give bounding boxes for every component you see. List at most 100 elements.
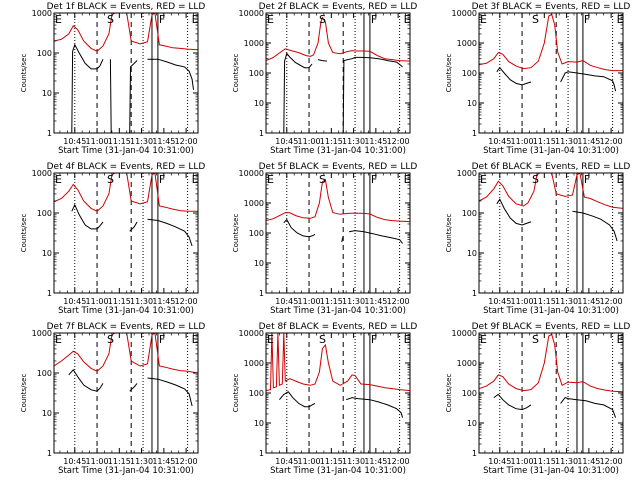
y-tick-label: 1 xyxy=(47,129,52,138)
region-marker: E xyxy=(480,173,487,186)
region-marker: S xyxy=(532,13,539,26)
y-tick-label: 1000 xyxy=(244,199,264,208)
events-line-4 xyxy=(342,56,403,133)
x-tick-label: 11:30 xyxy=(342,457,365,466)
y-tick-label: 1 xyxy=(259,129,264,138)
x-tick-label: 11:45 xyxy=(152,297,175,306)
x-tick-label: 11:15 xyxy=(108,457,131,466)
x-tick-label: 12:00 xyxy=(175,457,198,466)
events-line-3 xyxy=(109,59,112,133)
region-marker: E xyxy=(55,13,62,26)
lld-line-1 xyxy=(54,333,198,374)
y-tick-label: 100 xyxy=(37,369,52,378)
y-axis-label: Counts/sec xyxy=(20,54,28,93)
y-tick-label: 100 xyxy=(249,229,264,238)
x-tick-label: 11:45 xyxy=(577,297,600,306)
panel-title: Det 7f BLACK = Events, RED = LLD xyxy=(47,322,206,332)
x-tick-label: 10:45 xyxy=(488,297,511,306)
events-line-3 xyxy=(560,71,617,92)
events-line-2 xyxy=(496,198,532,226)
y-axis-label: Counts/sec xyxy=(232,54,240,93)
y-tick-label: 1000 xyxy=(457,39,477,48)
y-tick-label: 1 xyxy=(472,129,477,138)
x-axis-label: Start Time (31-Jan-04 10:31:00) xyxy=(58,146,194,156)
y-tick-label: 10000 xyxy=(239,329,264,338)
y-tick-label: 10000 xyxy=(452,9,477,18)
x-tick-label: 11:15 xyxy=(320,297,343,306)
x-tick-label: 10:45 xyxy=(275,457,298,466)
panel-title: Det 5f BLACK = Events, RED = LLD xyxy=(259,162,418,172)
x-tick-label: 11:30 xyxy=(342,137,365,146)
region-marker: F xyxy=(371,333,377,346)
x-tick-label: 10:45 xyxy=(63,457,86,466)
region-marker: E xyxy=(480,13,487,26)
y-tick-label: 1 xyxy=(259,449,264,458)
region-marker: F xyxy=(371,13,377,26)
region-marker: E xyxy=(404,333,411,346)
panel-title: Det 9f BLACK = Events, RED = LLD xyxy=(472,322,631,332)
panel-title: Det 3f BLACK = Events, RED = LLD xyxy=(472,2,631,12)
x-tick-label: 12:00 xyxy=(387,457,410,466)
x-axis-label: Start Time (31-Jan-04 10:31:00) xyxy=(270,306,406,316)
x-axis-label: Start Time (31-Jan-04 10:31:00) xyxy=(483,306,619,316)
y-tick-label: 10 xyxy=(467,249,477,258)
region-marker: E xyxy=(404,13,411,26)
y-tick-label: 100 xyxy=(249,389,264,398)
y-tick-label: 10000 xyxy=(239,169,264,178)
y-axis-label: Counts/sec xyxy=(445,54,453,93)
y-tick-label: 100 xyxy=(462,209,477,218)
y-tick-label: 1000 xyxy=(32,329,52,338)
y-tick-label: 10000 xyxy=(239,9,264,18)
plot-frame xyxy=(53,172,199,294)
lld-line-1 xyxy=(479,333,623,393)
x-tick-label: 11:45 xyxy=(577,457,600,466)
x-tick-label: 10:45 xyxy=(275,297,298,306)
region-marker: E xyxy=(267,333,274,346)
events-line-4 xyxy=(129,60,138,133)
events-line-2 xyxy=(283,218,316,238)
y-tick-label: 10 xyxy=(254,99,264,108)
x-tick-label: 11:15 xyxy=(320,457,343,466)
plot-frame xyxy=(478,332,624,454)
region-marker: E xyxy=(192,173,199,186)
region-marker: S xyxy=(107,173,114,186)
events-line-2 xyxy=(279,391,316,408)
lld-line-1 xyxy=(266,178,410,223)
events-line-2 xyxy=(493,393,532,411)
x-tick-label: 11:45 xyxy=(152,457,175,466)
y-axis-label: Counts/sec xyxy=(20,214,28,253)
y-tick-label: 1000 xyxy=(244,39,264,48)
x-axis-label: Start Time (31-Jan-04 10:31:00) xyxy=(483,466,619,476)
x-tick-label: 11:00 xyxy=(298,137,321,146)
x-tick-label: 11:30 xyxy=(342,297,365,306)
x-tick-label: 10:45 xyxy=(63,297,86,306)
plot-frame xyxy=(265,12,411,134)
y-tick-label: 1 xyxy=(472,289,477,298)
y-tick-label: 1 xyxy=(259,289,264,298)
y-tick-label: 1000 xyxy=(457,169,477,178)
x-tick-label: 11:45 xyxy=(577,137,600,146)
x-tick-label: 11:45 xyxy=(364,297,387,306)
events-line-3 xyxy=(129,383,138,392)
region-marker: E xyxy=(55,173,62,186)
events-line-3 xyxy=(572,210,618,242)
region-marker: E xyxy=(617,13,624,26)
region-marker: F xyxy=(584,173,590,186)
x-tick-label: 11:00 xyxy=(298,297,321,306)
plot-frame xyxy=(265,172,411,294)
x-tick-label: 10:45 xyxy=(63,137,86,146)
y-tick-label: 10 xyxy=(254,419,264,428)
x-tick-label: 11:00 xyxy=(86,137,109,146)
y-tick-label: 1 xyxy=(47,289,52,298)
events-line-4 xyxy=(349,230,403,244)
x-tick-label: 11:15 xyxy=(108,297,131,306)
y-axis-label: Counts/sec xyxy=(445,374,453,413)
y-tick-label: 1 xyxy=(47,449,52,458)
y-axis-label: Counts/sec xyxy=(232,214,240,253)
y-axis-label: Counts/sec xyxy=(20,374,28,413)
region-marker: E xyxy=(617,173,624,186)
